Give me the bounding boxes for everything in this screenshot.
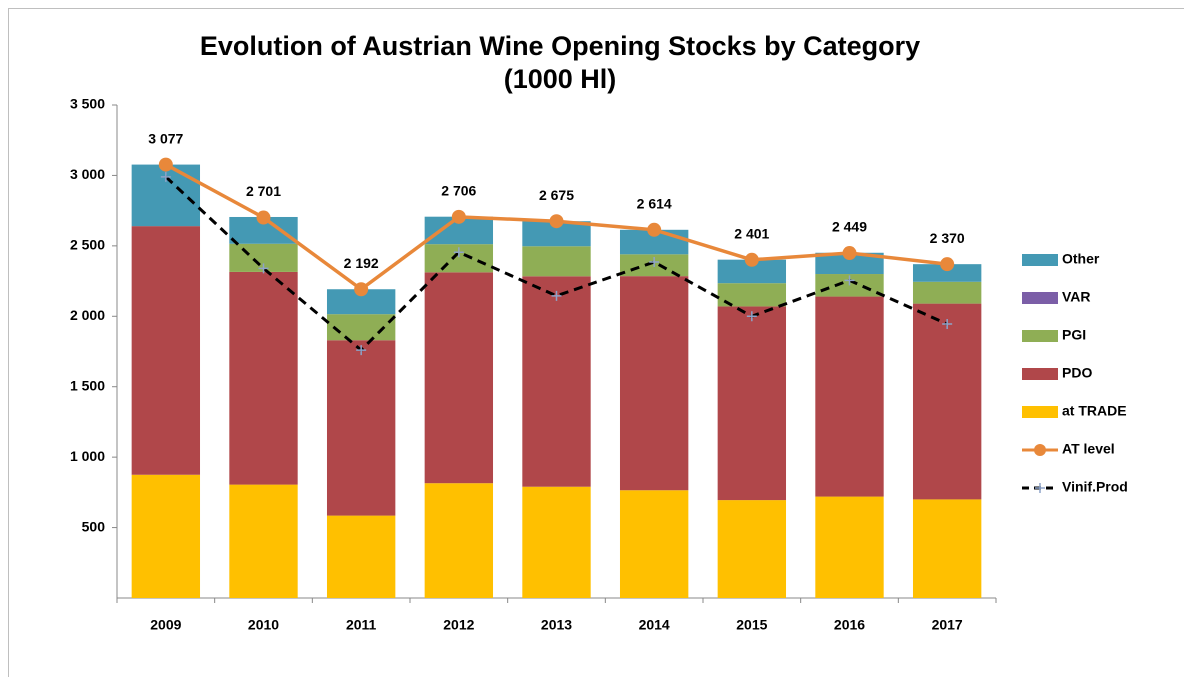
data-label: 2 192 bbox=[344, 255, 379, 271]
bar-segment bbox=[326, 314, 396, 341]
legend-swatch bbox=[1022, 254, 1058, 266]
chart-frame bbox=[8, 8, 1184, 677]
legend-label: at TRADE bbox=[1062, 403, 1127, 419]
y-tick-label: 1 500 bbox=[70, 377, 105, 393]
data-label: 2 370 bbox=[930, 230, 965, 246]
line-marker bbox=[744, 252, 759, 267]
bar-segment bbox=[229, 484, 298, 598]
bar-segment bbox=[131, 226, 201, 475]
bar-segment bbox=[424, 483, 494, 598]
x-tick-label: 2009 bbox=[150, 617, 181, 633]
bar-segment bbox=[717, 500, 787, 598]
y-tick-label: 2 500 bbox=[70, 237, 105, 253]
x-tick-label: 2016 bbox=[834, 617, 865, 633]
bar-segment bbox=[522, 246, 591, 277]
line-marker bbox=[549, 214, 564, 229]
legend-marker bbox=[1035, 483, 1045, 493]
y-tick-label: 500 bbox=[82, 518, 106, 534]
y-tick-label: 1 000 bbox=[70, 448, 105, 464]
x-tick-label: 2014 bbox=[639, 617, 670, 633]
bar-segment bbox=[717, 259, 787, 284]
line-marker bbox=[746, 311, 757, 322]
bar-segment bbox=[326, 515, 396, 598]
line-marker bbox=[354, 282, 369, 297]
bar-segment bbox=[717, 306, 787, 501]
data-label: 2 701 bbox=[246, 183, 281, 199]
bar-segment bbox=[815, 252, 884, 275]
line-marker bbox=[356, 345, 367, 356]
line-marker bbox=[842, 246, 857, 261]
line-marker bbox=[551, 290, 562, 301]
chart-title: Evolution of Austrian Wine Opening Stock… bbox=[200, 31, 920, 61]
chart-title: (1000 Hl) bbox=[504, 64, 617, 94]
bar-segment bbox=[424, 272, 494, 484]
y-tick-label: 2 000 bbox=[70, 307, 105, 323]
bar-segment bbox=[619, 490, 689, 598]
y-tick-label: 3 000 bbox=[70, 166, 105, 182]
line-marker bbox=[158, 157, 173, 172]
data-label: 3 077 bbox=[148, 130, 183, 146]
line-marker bbox=[649, 257, 660, 268]
bar-segment bbox=[619, 276, 689, 491]
line-marker bbox=[258, 263, 269, 274]
bar-segment bbox=[815, 496, 884, 598]
x-tick-label: 2017 bbox=[932, 617, 963, 633]
line-marker bbox=[451, 209, 466, 224]
data-label: 2 614 bbox=[637, 196, 672, 212]
bar-segment bbox=[522, 276, 591, 487]
data-label: 2 675 bbox=[539, 187, 574, 203]
legend-label: AT level bbox=[1062, 441, 1115, 457]
line-marker bbox=[647, 222, 662, 237]
legend-swatch bbox=[1022, 292, 1058, 304]
line-marker bbox=[256, 210, 271, 225]
line-marker bbox=[160, 171, 171, 182]
data-label: 2 706 bbox=[441, 183, 476, 199]
bar-segment bbox=[912, 281, 982, 304]
legend-label: PDO bbox=[1062, 365, 1092, 381]
bar-segment bbox=[326, 340, 396, 516]
y-tick-label: 3 500 bbox=[70, 96, 105, 112]
bar-segment bbox=[912, 264, 982, 282]
legend-label: VAR bbox=[1062, 289, 1091, 305]
bar-segment bbox=[131, 474, 201, 598]
data-label: 2 449 bbox=[832, 219, 867, 235]
bar-segment bbox=[815, 296, 884, 497]
bar-segment bbox=[717, 283, 787, 307]
line-marker bbox=[940, 257, 955, 272]
legend-label: Vinif.Prod bbox=[1062, 479, 1128, 495]
bar-segment bbox=[912, 499, 982, 598]
legend-swatch bbox=[1022, 368, 1058, 380]
x-tick-label: 2010 bbox=[248, 617, 279, 633]
line-marker bbox=[942, 319, 953, 330]
legend-marker bbox=[1034, 444, 1046, 456]
legend-label: Other bbox=[1062, 251, 1100, 267]
legend-label: PGI bbox=[1062, 327, 1086, 343]
bar-segment bbox=[522, 486, 591, 598]
x-tick-label: 2012 bbox=[443, 617, 474, 633]
line-marker bbox=[453, 247, 464, 258]
x-tick-label: 2015 bbox=[736, 617, 767, 633]
data-label: 2 401 bbox=[734, 226, 769, 242]
line-marker bbox=[844, 275, 855, 286]
x-tick-label: 2011 bbox=[346, 617, 377, 633]
x-tick-label: 2013 bbox=[541, 617, 572, 633]
legend-swatch bbox=[1022, 330, 1058, 342]
legend-swatch bbox=[1022, 406, 1058, 418]
bar-segment bbox=[912, 303, 982, 500]
bar-segment bbox=[229, 271, 298, 485]
